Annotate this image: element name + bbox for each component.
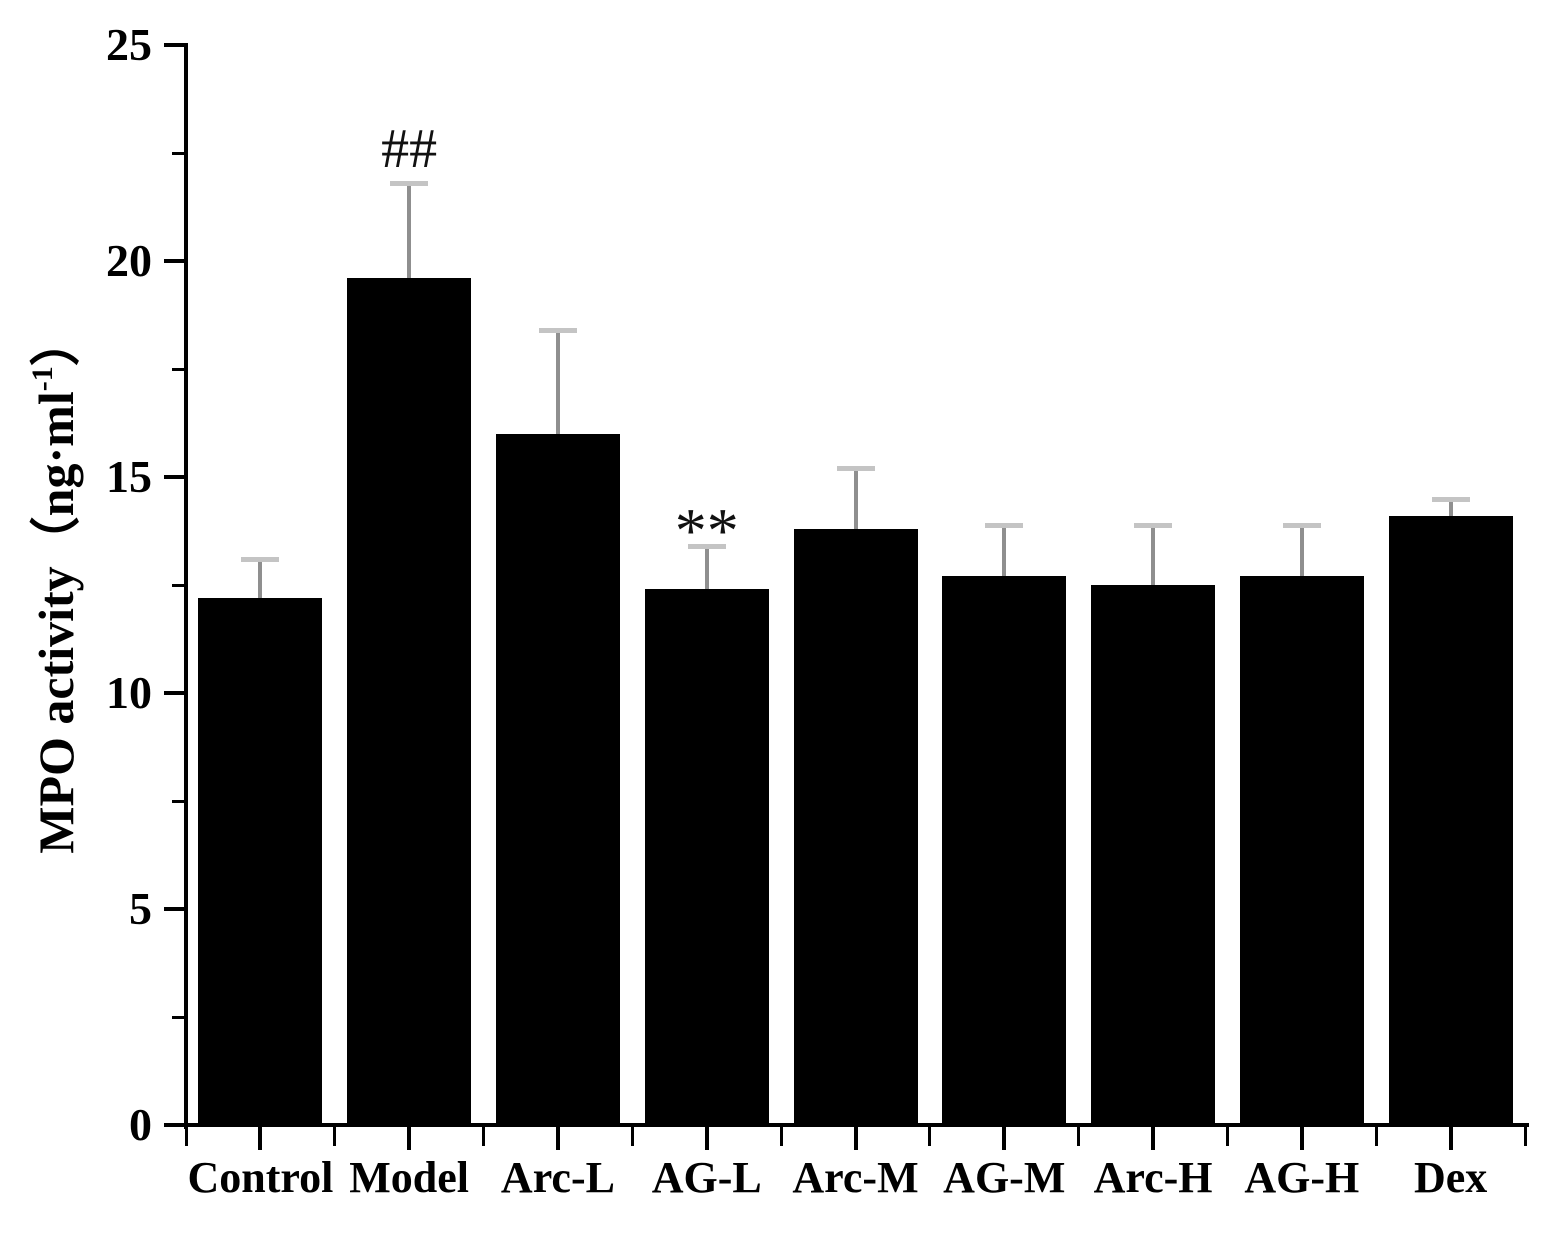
x-major-tick [1448, 1127, 1453, 1150]
bar-arc-h [1091, 585, 1216, 1125]
y-tick-label: 20 [106, 235, 152, 286]
x-tick-label-arc-m: Arc-M [792, 1153, 919, 1202]
bar-dex [1388, 515, 1513, 1125]
y-minor-tick [172, 367, 186, 371]
y-minor-tick [172, 1015, 186, 1019]
y-tick-label: 10 [106, 667, 152, 718]
x-minor-tick [184, 1127, 188, 1146]
y-minor-tick [172, 799, 186, 803]
x-major-tick [853, 1127, 858, 1150]
error-bar-cap [687, 544, 726, 550]
x-minor-tick [1523, 1127, 1527, 1146]
x-major-tick [704, 1127, 709, 1150]
x-minor-tick [779, 1127, 783, 1146]
y-minor-tick [172, 583, 186, 587]
y-major-tick [164, 1123, 186, 1127]
y-major-tick [164, 259, 186, 263]
error-bar-stem [258, 559, 263, 598]
error-bar-stem [1002, 524, 1007, 577]
x-major-tick [407, 1127, 412, 1150]
x-tick-label-arc-l: Arc-L [500, 1153, 615, 1202]
error-bar-stem [1299, 524, 1304, 577]
x-tick-label-arc-h: Arc-H [1093, 1153, 1213, 1202]
x-tick-label-model: Model [349, 1153, 470, 1202]
significance-annotation: ## [381, 118, 438, 181]
bar-ag-m [942, 576, 1067, 1125]
error-bar-cap [241, 557, 280, 563]
error-bar-cap [538, 328, 577, 334]
x-tick-label-ag-m: AG-M [943, 1153, 1066, 1202]
error-bar-stem [704, 546, 709, 590]
error-bar-stem [853, 468, 858, 529]
y-tick-label: 15 [106, 451, 152, 502]
bar-control [198, 597, 323, 1125]
y-tick-label: 25 [106, 19, 152, 70]
bar-arc-m [793, 528, 918, 1125]
x-major-tick [1299, 1127, 1304, 1150]
y-major-tick [164, 907, 186, 911]
y-tick-label: 0 [129, 1099, 152, 1150]
significance-annotation: ** [674, 495, 739, 567]
bar-ag-h [1239, 576, 1364, 1125]
bar-arc-l [495, 433, 620, 1125]
error-bar-cap [836, 466, 875, 472]
error-bar-cap [1282, 522, 1321, 528]
x-tick-label-ag-h: AG-H [1244, 1153, 1360, 1202]
error-bar-cap [1431, 496, 1470, 502]
x-tick-label-dex: Dex [1413, 1153, 1488, 1202]
bar-model [347, 278, 472, 1125]
error-bar-cap [985, 522, 1024, 528]
y-major-tick [164, 475, 186, 479]
error-bar-cap [1134, 522, 1173, 528]
error-bar-stem [1448, 498, 1453, 516]
bar-ag-l [644, 589, 769, 1125]
x-minor-tick [1225, 1127, 1229, 1146]
x-minor-tick [1077, 1127, 1081, 1146]
x-minor-tick [928, 1127, 932, 1146]
x-major-tick [258, 1127, 263, 1150]
error-bar-stem [555, 330, 560, 434]
x-major-tick [1151, 1127, 1156, 1150]
x-minor-tick [630, 1127, 634, 1146]
x-major-tick [1002, 1127, 1007, 1150]
error-bar-stem [407, 183, 412, 279]
y-minor-tick [172, 151, 186, 155]
x-minor-tick [333, 1127, 337, 1146]
x-minor-tick [1374, 1127, 1378, 1146]
y-axis-line [184, 43, 188, 1129]
x-minor-tick [482, 1127, 486, 1146]
error-bar-cap [390, 181, 429, 187]
x-tick-label-control: Control [187, 1153, 334, 1202]
y-major-tick [164, 43, 186, 47]
x-axis-line [184, 1123, 1529, 1127]
x-major-tick [555, 1127, 560, 1150]
y-major-tick [164, 691, 186, 695]
y-tick-label: 5 [129, 883, 152, 934]
error-bar-stem [1151, 524, 1156, 585]
x-tick-label-ag-l: AG-L [651, 1153, 762, 1202]
